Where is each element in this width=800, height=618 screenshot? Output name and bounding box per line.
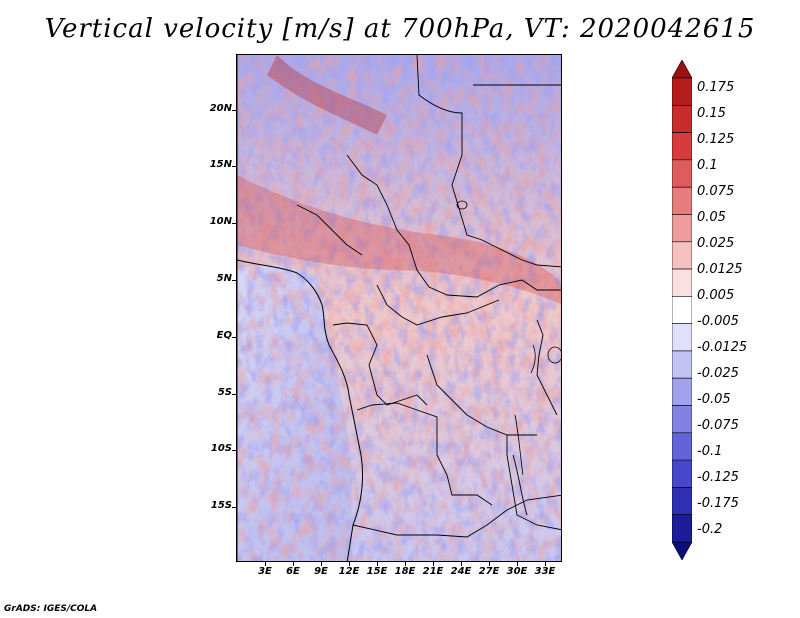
lon-label: 24E <box>450 566 472 577</box>
colorbar-label: 0.125 <box>697 132 735 147</box>
colorbar-segments <box>672 60 692 560</box>
colorbar-segment <box>672 60 692 79</box>
colorbar-label: 0.025 <box>697 236 735 251</box>
colorbar-label: -0.1 <box>697 444 723 459</box>
lon-label: 15E <box>366 566 388 577</box>
colorbar-segment <box>672 487 692 516</box>
lat-tick <box>232 166 236 167</box>
lat-tick <box>232 450 236 451</box>
lon-label: 9E <box>314 566 328 577</box>
colorbar-segment <box>672 432 692 461</box>
lon-label: 6E <box>286 566 300 577</box>
sahel-band <box>237 175 561 305</box>
lon-label: 3E <box>258 566 272 577</box>
north-feature <box>267 55 387 135</box>
colorbar-segment <box>672 186 692 215</box>
colorbar-label: -0.175 <box>697 496 739 511</box>
colorbar-label: -0.05 <box>697 392 731 407</box>
colorbar <box>672 60 692 560</box>
lat-label: 15N <box>209 159 232 170</box>
colorbar-segment <box>672 296 692 324</box>
colorbar-label: 0.1 <box>697 158 718 173</box>
lat-tick <box>232 394 236 395</box>
colorbar-label: 0.075 <box>697 184 735 199</box>
lon-label: 21E <box>422 566 444 577</box>
lon-tick <box>377 562 378 566</box>
lakes <box>456 200 561 476</box>
lat-tick <box>232 507 236 508</box>
colorbar-segment <box>672 405 692 434</box>
lat-tick <box>232 337 236 338</box>
lon-tick <box>321 562 322 566</box>
lon-label: 33E <box>534 566 556 577</box>
lon-tick <box>405 562 406 566</box>
colorbar-segment <box>672 350 692 379</box>
colorbar-label: -0.125 <box>697 470 739 485</box>
lat-label: EQ <box>216 330 232 341</box>
colorbar-label: -0.075 <box>697 418 739 433</box>
lon-tick <box>265 562 266 566</box>
lon-tick <box>545 562 546 566</box>
lon-label: 30E <box>506 566 528 577</box>
colorbar-label: 0.175 <box>697 80 735 95</box>
lon-tick <box>517 562 518 566</box>
lat-tick <box>232 110 236 111</box>
lon-tick <box>293 562 294 566</box>
lat-tick <box>232 223 236 224</box>
credit-text: GrADS: IGES/COLA <box>4 604 98 614</box>
lon-label: 27E <box>478 566 500 577</box>
colorbar-segment <box>672 514 692 543</box>
coastlines <box>237 55 364 561</box>
lon-tick <box>461 562 462 566</box>
map-panel <box>236 54 562 562</box>
map-title: Vertical velocity [m/s] at 700hPa, VT: 2… <box>44 14 756 44</box>
colorbar-label: -0.2 <box>697 522 723 537</box>
colorbar-segment <box>672 268 692 297</box>
vertical-velocity-field <box>237 55 561 561</box>
lon-tick <box>489 562 490 566</box>
colorbar-label: 0.005 <box>697 288 735 303</box>
colorbar-label: -0.025 <box>697 366 739 381</box>
lat-label: 10N <box>209 216 232 227</box>
lat-label: 5S <box>217 387 232 398</box>
colorbar-label: -0.005 <box>697 314 739 329</box>
lat-label: 5N <box>216 273 232 284</box>
lat-label: 20N <box>209 103 232 114</box>
lon-label: 12E <box>338 566 360 577</box>
colorbar-segment <box>672 104 692 133</box>
lat-label: 10S <box>210 443 232 454</box>
lon-tick <box>433 562 434 566</box>
colorbar-segment <box>672 377 692 406</box>
colorbar-segment <box>672 214 692 243</box>
lon-tick <box>349 562 350 566</box>
colorbar-segment <box>672 459 692 488</box>
lat-tick <box>232 280 236 281</box>
colorbar-label: 0.15 <box>697 106 726 121</box>
country-borders <box>296 55 561 538</box>
colorbar-segment <box>672 77 692 106</box>
lon-label: 18E <box>394 566 416 577</box>
colorbar-segment <box>672 159 692 188</box>
colorbar-label: -0.0125 <box>697 340 748 355</box>
lat-label: 15S <box>210 500 232 511</box>
downdraft-texture <box>237 55 561 561</box>
colorbar-segment <box>672 541 692 560</box>
colorbar-label: 0.0125 <box>697 262 743 277</box>
colorbar-segment <box>672 241 692 270</box>
colorbar-segment <box>672 132 692 161</box>
colorbar-segment <box>672 323 692 352</box>
colorbar-label: 0.05 <box>697 210 726 225</box>
